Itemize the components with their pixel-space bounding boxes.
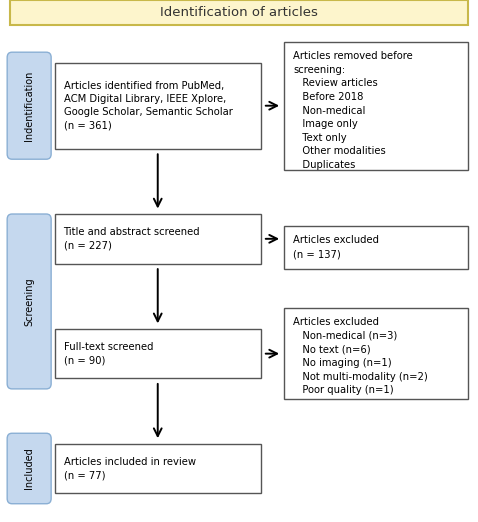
Text: Full-text screened
(n = 90): Full-text screened (n = 90) <box>64 342 153 365</box>
Text: Indentification: Indentification <box>24 70 34 141</box>
FancyBboxPatch shape <box>7 214 51 389</box>
FancyBboxPatch shape <box>7 433 51 504</box>
Text: Articles identified from PubMed,
ACM Digital Library, IEEE Xplore,
Google Schola: Articles identified from PubMed, ACM Dig… <box>64 81 232 130</box>
Text: Included: Included <box>24 448 34 489</box>
Text: Screening: Screening <box>24 277 34 326</box>
FancyBboxPatch shape <box>284 226 468 269</box>
Text: Articles excluded
   Non-medical (n=3)
   No text (n=6)
   No imaging (n=1)
   N: Articles excluded Non-medical (n=3) No t… <box>293 317 428 395</box>
Text: Articles removed before
screening:
   Review articles
   Before 2018
   Non-medi: Articles removed before screening: Revie… <box>293 51 413 170</box>
FancyBboxPatch shape <box>284 308 468 399</box>
Text: Articles excluded
(n = 137): Articles excluded (n = 137) <box>293 235 379 259</box>
FancyBboxPatch shape <box>55 444 261 493</box>
Text: Identification of articles: Identification of articles <box>160 6 318 19</box>
FancyBboxPatch shape <box>55 329 261 378</box>
FancyBboxPatch shape <box>55 63 261 149</box>
FancyBboxPatch shape <box>55 214 261 264</box>
Text: Title and abstract screened
(n = 227): Title and abstract screened (n = 227) <box>64 227 200 251</box>
FancyBboxPatch shape <box>7 52 51 159</box>
FancyBboxPatch shape <box>284 42 468 170</box>
FancyBboxPatch shape <box>10 0 468 25</box>
Text: Articles included in review
(n = 77): Articles included in review (n = 77) <box>64 457 196 480</box>
